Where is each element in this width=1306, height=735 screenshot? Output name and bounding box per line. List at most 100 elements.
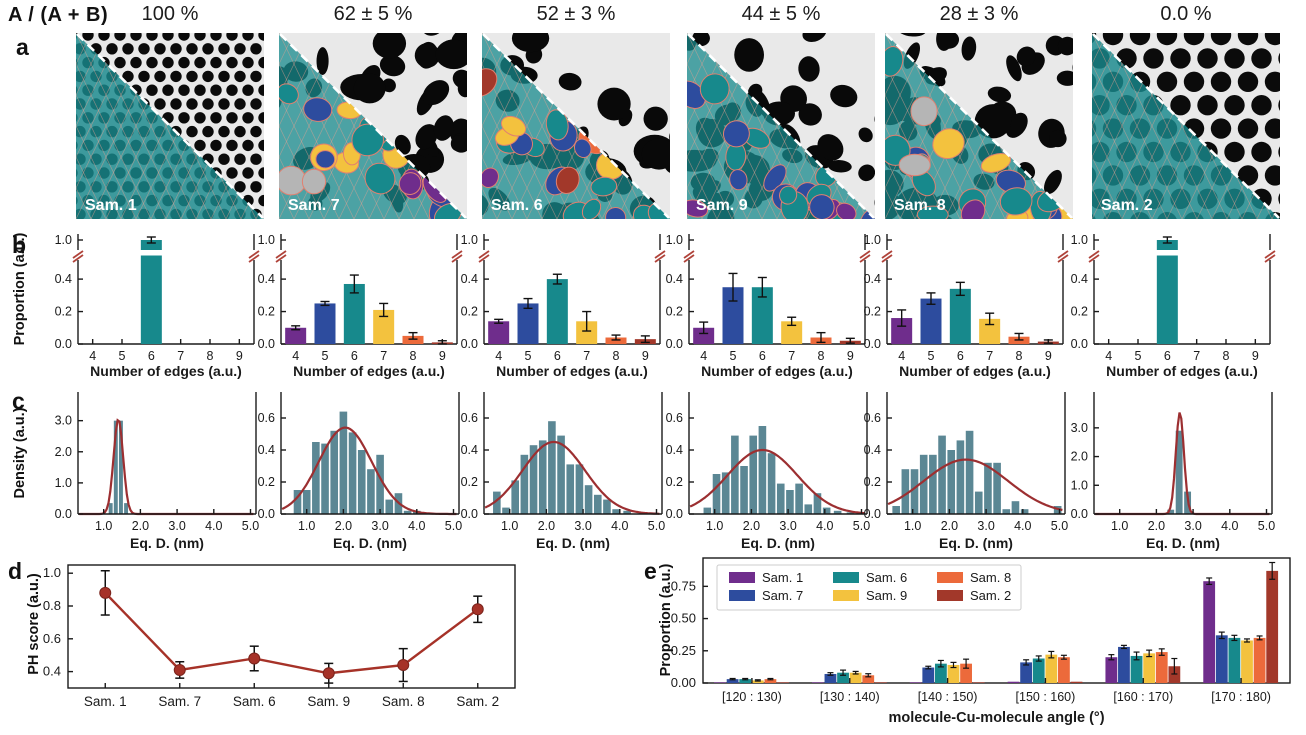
stm-image-svg: Sam. 9 xyxy=(687,33,875,219)
svg-text:4: 4 xyxy=(898,349,905,363)
axes xyxy=(77,392,257,515)
svg-text:4.0: 4.0 xyxy=(1221,519,1238,533)
svg-text:5.0: 5.0 xyxy=(648,519,665,533)
svg-text:9: 9 xyxy=(439,349,446,363)
svg-text:1.0: 1.0 xyxy=(904,519,921,533)
ratio-value-sam6: 52 ± 3 % xyxy=(536,3,616,25)
axes xyxy=(703,585,1242,684)
svg-text:0.75: 0.75 xyxy=(671,578,696,593)
svg-text:0.6: 0.6 xyxy=(43,631,61,646)
hist-bars xyxy=(293,411,421,514)
svg-text:0.0: 0.0 xyxy=(1071,337,1088,351)
diagonal-dashed-line xyxy=(1092,33,1280,219)
svg-text:1.0: 1.0 xyxy=(43,565,61,580)
panel-letter-a: a xyxy=(16,34,29,60)
svg-text:9: 9 xyxy=(1045,349,1052,363)
gaussian-fit-curve xyxy=(689,448,865,515)
axes xyxy=(1093,392,1273,515)
svg-text:0.0: 0.0 xyxy=(666,507,683,521)
svg-text:6: 6 xyxy=(554,349,561,363)
svg-text:0.6: 0.6 xyxy=(258,411,275,425)
svg-text:0.6: 0.6 xyxy=(864,411,881,425)
svg-text:Sam. 9: Sam. 9 xyxy=(307,694,350,709)
svg-text:3.0: 3.0 xyxy=(55,414,72,428)
svg-text:3.0: 3.0 xyxy=(168,519,185,533)
b-row-ylabel: Proportion (a.u.) xyxy=(12,232,28,346)
axes xyxy=(683,234,871,345)
histogram-svg: 0.0 0.2 0.4 0.6 1.0 2.0 3.0 4.0 5.0 Eq. D. (nm) xyxy=(666,392,870,551)
svg-text:4.0: 4.0 xyxy=(205,519,222,533)
chart-c-sam1: 0.0 1.0 2.0 3.0 1.0 2.0 3.0 4.0 5.0 Eq. D. (nm) xyxy=(34,386,264,554)
ph-series xyxy=(99,569,484,684)
svg-text:0.2: 0.2 xyxy=(666,475,683,489)
axes xyxy=(483,392,663,515)
sample-label: Sam. 7 xyxy=(288,197,340,214)
svg-text:4.0: 4.0 xyxy=(611,519,628,533)
gaussian-fit-curve xyxy=(887,458,1063,512)
svg-text:9: 9 xyxy=(847,349,854,363)
sample-label: Sam. 6 xyxy=(491,197,543,214)
histogram-svg: 0.0 0.2 0.4 0.6 1.0 2.0 3.0 4.0 5.0 Eq. D. (nm) xyxy=(258,392,462,551)
c-row-ylabel: Density (a.u.) xyxy=(12,407,28,499)
stm-image-svg: Sam. 6 xyxy=(482,33,670,219)
svg-text:[140 : 150): [140 : 150) xyxy=(918,690,978,704)
svg-text:Eq. D. (nm): Eq. D. (nm) xyxy=(333,535,407,551)
svg-text:Sam. 1: Sam. 1 xyxy=(762,570,803,585)
svg-text:0.4: 0.4 xyxy=(461,272,478,286)
svg-text:Eq. D. (nm): Eq. D. (nm) xyxy=(1146,535,1220,551)
chart-c-sam6: 0.0 0.2 0.4 0.6 1.0 2.0 3.0 4.0 5.0 Eq. D. (nm) xyxy=(440,386,670,554)
svg-text:3.0: 3.0 xyxy=(371,519,388,533)
histogram-svg: 0.0 1.0 2.0 3.0 1.0 2.0 3.0 4.0 5.0 Eq. D. (nm) xyxy=(55,392,259,551)
chart-e-angles: 0.00 0.25 0.50 0.75 [120 : 130) [130 : 140) [1… xyxy=(652,550,1306,735)
svg-text:6: 6 xyxy=(1164,349,1171,363)
svg-text:0.0: 0.0 xyxy=(258,337,275,351)
svg-text:Sam. 2: Sam. 2 xyxy=(456,694,499,709)
svg-text:1.0: 1.0 xyxy=(461,233,478,247)
svg-text:0.6: 0.6 xyxy=(461,411,478,425)
svg-text:3.0: 3.0 xyxy=(1071,421,1088,435)
svg-text:Sam. 8: Sam. 8 xyxy=(970,570,1011,585)
svg-text:5.0: 5.0 xyxy=(242,519,259,533)
svg-text:0.2: 0.2 xyxy=(1071,305,1088,319)
stm-image-sam6: Sam. 6 xyxy=(482,33,670,219)
svg-text:4: 4 xyxy=(1105,349,1112,363)
svg-text:5.0: 5.0 xyxy=(445,519,462,533)
svg-text:4.0: 4.0 xyxy=(816,519,833,533)
panel-letter-c: c xyxy=(12,388,25,414)
svg-text:1.0: 1.0 xyxy=(666,233,683,247)
gaussian-fit-curve xyxy=(484,440,660,515)
svg-text:6: 6 xyxy=(759,349,766,363)
svg-text:0.2: 0.2 xyxy=(258,475,275,489)
svg-text:2.0: 2.0 xyxy=(132,519,149,533)
svg-text:[130 : 140): [130 : 140) xyxy=(820,690,880,704)
svg-text:0.0: 0.0 xyxy=(666,337,683,351)
svg-text:1.0: 1.0 xyxy=(864,233,881,247)
svg-text:0.2: 0.2 xyxy=(461,305,478,319)
svg-text:5: 5 xyxy=(322,349,329,363)
svg-text:0.8: 0.8 xyxy=(43,598,61,613)
svg-text:0.2: 0.2 xyxy=(864,305,881,319)
hist-bars xyxy=(108,420,129,514)
stm-image-svg: Sam. 2 xyxy=(1092,33,1280,219)
svg-text:8: 8 xyxy=(410,349,417,363)
svg-text:1.0: 1.0 xyxy=(258,233,275,247)
svg-text:8: 8 xyxy=(818,349,825,363)
panel-letter-d: d xyxy=(8,558,23,584)
svg-text:5: 5 xyxy=(928,349,935,363)
svg-text:0.00: 0.00 xyxy=(671,675,696,690)
svg-text:5: 5 xyxy=(1135,349,1142,363)
svg-text:0.4: 0.4 xyxy=(666,443,683,457)
svg-text:8: 8 xyxy=(1223,349,1230,363)
hist-bars xyxy=(703,426,855,514)
diagonal-dashed-line xyxy=(76,33,264,219)
svg-text:9: 9 xyxy=(236,349,243,363)
chart-c-sam2: 0.0 1.0 2.0 3.0 1.0 2.0 3.0 4.0 5.0 Eq. D. (nm) xyxy=(1050,386,1280,554)
svg-text:6: 6 xyxy=(351,349,358,363)
svg-text:8: 8 xyxy=(1016,349,1023,363)
svg-text:7: 7 xyxy=(788,349,795,363)
svg-text:5: 5 xyxy=(119,349,126,363)
svg-text:Number of edges (a.u.): Number of edges (a.u.) xyxy=(701,363,853,379)
